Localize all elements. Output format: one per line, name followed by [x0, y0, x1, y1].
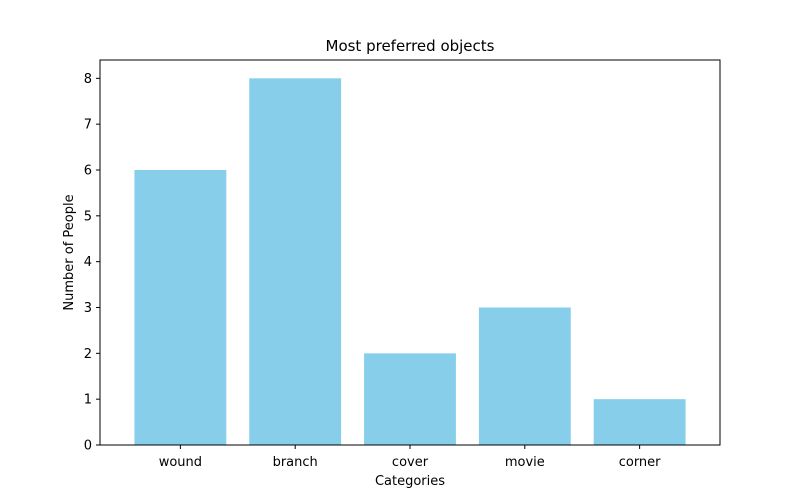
- y-axis: 0 1 2 3 4 5 6 7 8: [84, 72, 100, 454]
- y-tick-label-8: 8: [84, 72, 92, 87]
- y-tick-label-6: 6: [84, 164, 92, 179]
- x-axis-label: Categories: [375, 474, 445, 489]
- y-tick-label-4: 4: [84, 255, 92, 270]
- y-axis-label: Number of People: [62, 194, 77, 310]
- bars-layer: [134, 78, 686, 445]
- bar-wound: [134, 170, 227, 445]
- x-tick-label-corner: corner: [619, 455, 661, 470]
- y-tick-label-7: 7: [84, 118, 92, 133]
- bar-movie: [478, 307, 571, 445]
- x-tick-label-cover: cover: [392, 455, 429, 470]
- x-tick-label-wound: wound: [159, 455, 202, 470]
- y-tick-label-0: 0: [84, 439, 92, 454]
- x-tick-label-movie: movie: [505, 455, 545, 470]
- plot-frame: [99, 59, 721, 446]
- y-tick-label-3: 3: [84, 301, 92, 316]
- bar-corner: [593, 399, 686, 445]
- y-tick-label-1: 1: [84, 393, 92, 408]
- y-tick-label-2: 2: [84, 347, 92, 362]
- x-tick-label-branch: branch: [273, 455, 318, 470]
- x-axis: wound branch cover movie corner: [159, 445, 661, 470]
- y-tick-label-5: 5: [84, 209, 92, 224]
- chart-title: Most preferred objects: [326, 37, 495, 55]
- bar-branch: [249, 78, 342, 445]
- bar-cover: [364, 353, 456, 445]
